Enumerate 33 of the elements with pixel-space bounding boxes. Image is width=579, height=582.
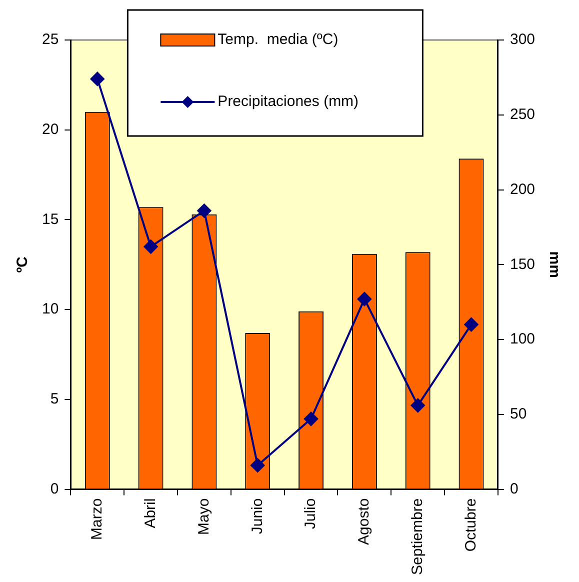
y2-tick-label: 250 [510,106,536,124]
x-tick-label: Abril [142,498,159,528]
x-tick-label: Marzo [88,498,106,540]
legend-label: Precipitaciones (mm) [218,93,359,110]
y2-tick-label: 0 [510,480,518,498]
x-tick-label: Agosto [356,498,373,545]
y-tick-label: 10 [42,300,59,318]
y-tick-label: 25 [42,31,59,48]
point [144,240,158,254]
y2-axis-title: mm [546,251,563,278]
y2-tick-label: 50 [510,406,527,423]
x-tick-label: Octubre [462,498,480,552]
y-tick-label: 20 [42,121,59,138]
y-tick-label: 0 [50,480,59,498]
y-tick-label: 5 [50,390,59,408]
y2-tick-label: 200 [510,180,536,198]
x-tick-label: Mayo [195,498,212,535]
y2-tick-label: 150 [510,256,536,273]
point [357,292,372,306]
point [250,458,265,472]
y-tick-label: 15 [42,210,59,228]
point [197,204,212,218]
x-tick-label: Julio [302,498,320,530]
x-tick-label: Junio [248,498,266,534]
legend-label: Temp. media (ºC) [218,31,338,48]
y2-tick-label: 300 [510,31,536,48]
y2-tick-label: 100 [510,330,536,348]
point [464,318,478,332]
point [90,72,104,86]
point [410,398,425,412]
x-tick-label: Septiembre [408,498,426,576]
point [304,412,318,426]
y-axis-title: ºC [14,256,32,273]
